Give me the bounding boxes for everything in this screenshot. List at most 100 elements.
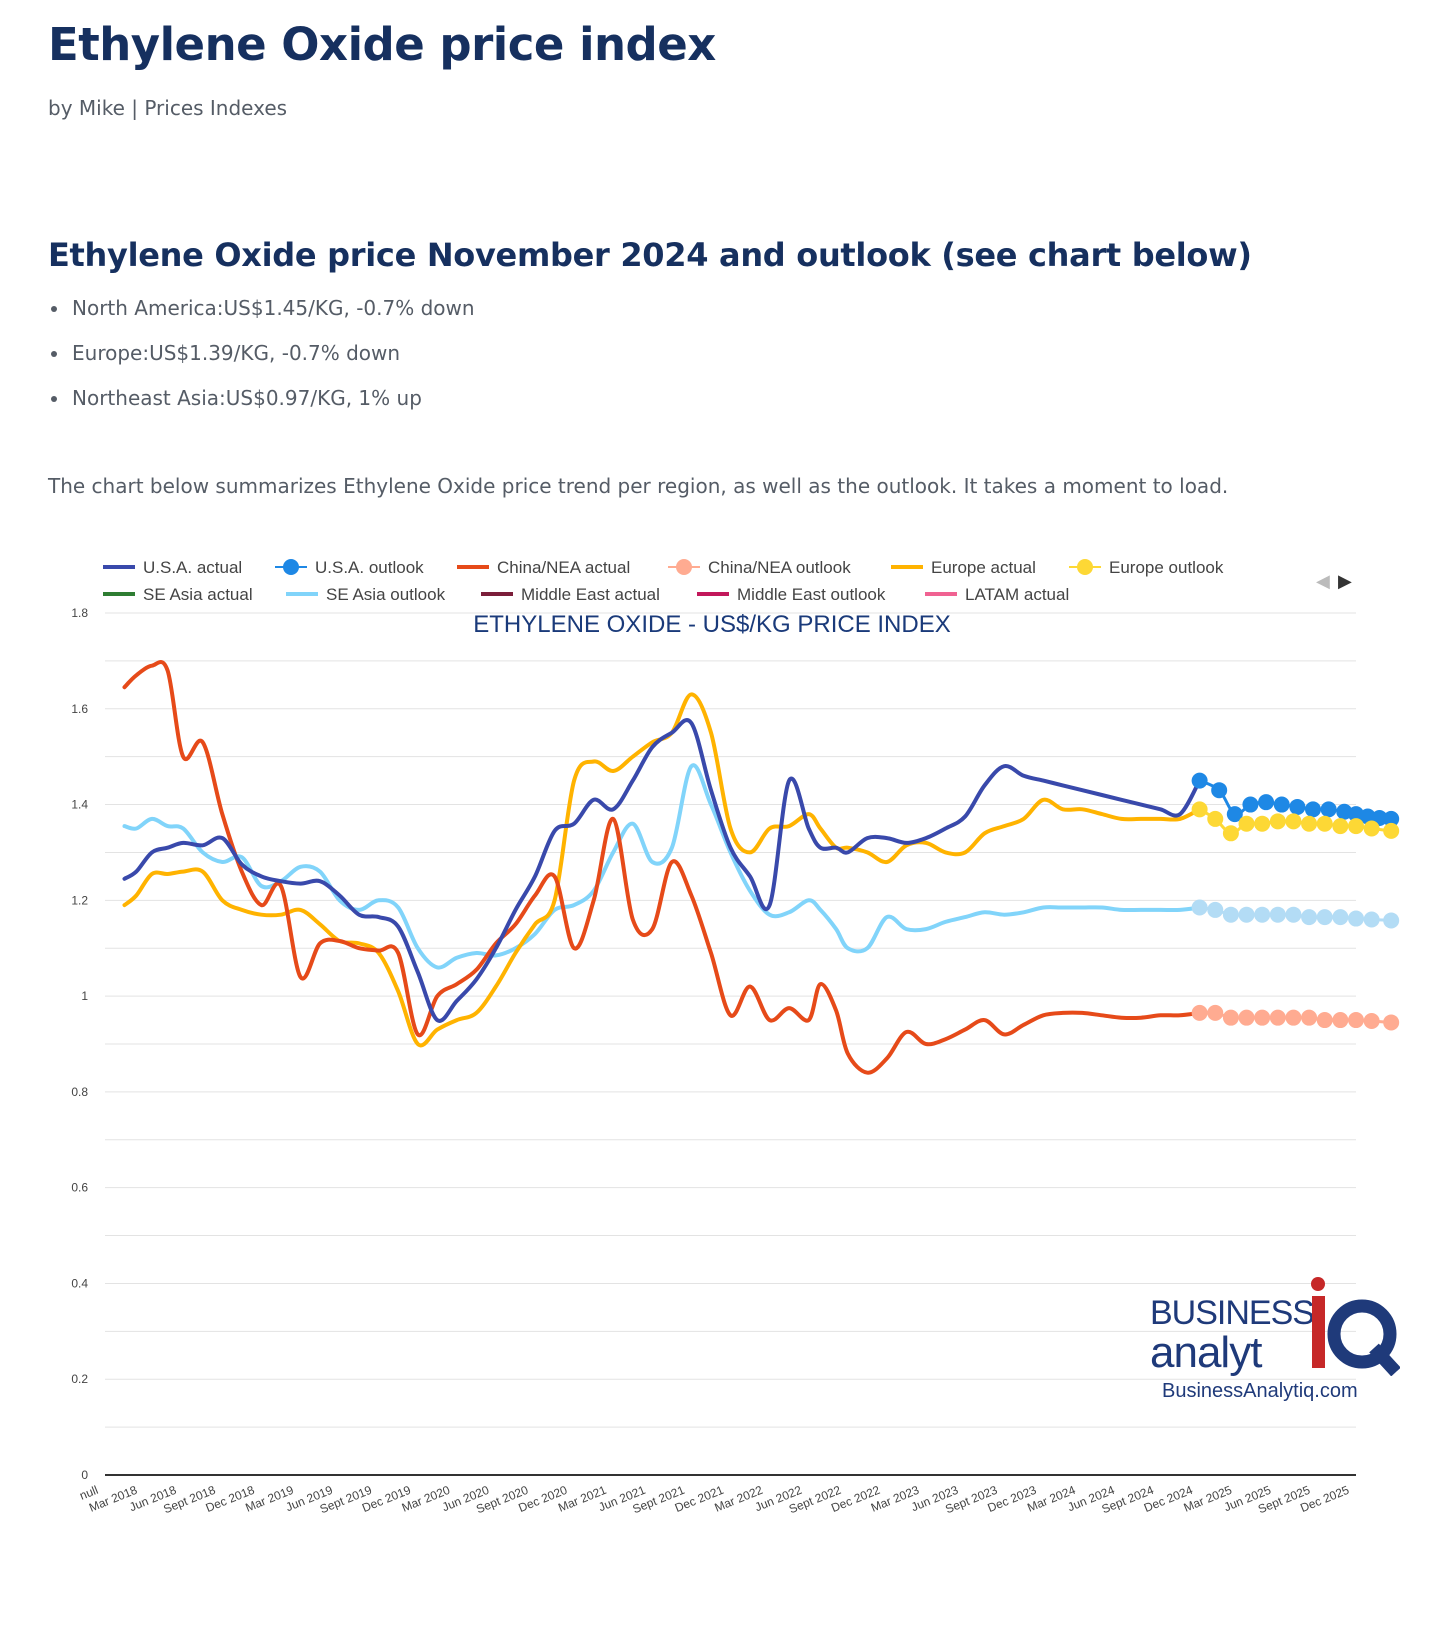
data-point xyxy=(1332,909,1349,926)
price-bullet-list: North America:US$1.45/KG, -0.7% down Eur… xyxy=(48,296,475,431)
bullet-northeast-asia: Northeast Asia:US$0.97/KG, 1% up xyxy=(48,386,475,431)
data-point xyxy=(1332,1012,1349,1029)
series-dots-se-asia-outlook-dots xyxy=(1191,899,1400,929)
legend-prev-icon[interactable]: ◀ xyxy=(1316,571,1330,592)
y-tick-label: 1.8 xyxy=(71,606,88,620)
data-point xyxy=(1363,820,1380,837)
data-point xyxy=(1320,801,1337,818)
legend-dot xyxy=(1077,559,1093,575)
data-point xyxy=(1207,810,1224,827)
data-point xyxy=(1285,1009,1302,1026)
data-point xyxy=(1207,901,1224,918)
logo-url[interactable]: BusinessAnalytiq.com xyxy=(1162,1380,1358,1402)
data-point xyxy=(1383,912,1400,929)
data-point xyxy=(1348,1012,1364,1029)
legend-item-u-s-a-outlook: U.S.A. outlook xyxy=(275,558,424,577)
data-point xyxy=(1301,815,1318,832)
section-heading: Ethylene Oxide price November 2024 and o… xyxy=(48,236,1252,274)
y-tick-label: 1.6 xyxy=(71,702,88,716)
legend-dot xyxy=(283,559,299,575)
y-tick-label: 1 xyxy=(81,989,88,1003)
chart-summary: The chart below summarizes Ethylene Oxid… xyxy=(48,474,1229,498)
legend-label: SE Asia actual xyxy=(143,585,253,604)
data-point xyxy=(1222,825,1239,842)
legend-label: China/NEA actual xyxy=(497,558,630,577)
legend-label: Europe actual xyxy=(931,558,1036,577)
data-point xyxy=(1238,906,1255,923)
data-point xyxy=(1191,1004,1208,1021)
data-point xyxy=(1254,815,1271,832)
y-tick-label: 0.4 xyxy=(71,1276,88,1290)
legend-label: LATAM actual xyxy=(965,585,1069,604)
legend-label: U.S.A. actual xyxy=(143,558,242,577)
legend-item-middle-east-actual: Middle East actual xyxy=(481,585,660,604)
byline[interactable]: by Mike | Prices Indexes xyxy=(48,96,288,120)
logo-analyt-text: analyt xyxy=(1150,1328,1262,1377)
y-tick-label: 0 xyxy=(81,1468,88,1482)
logo-iq-mark xyxy=(1311,1277,1400,1376)
data-point xyxy=(1301,909,1318,926)
series-line-u-s-a-actual xyxy=(122,718,1202,1023)
y-tick-label: 1.2 xyxy=(71,893,88,907)
legend-item-china-nea-actual: China/NEA actual xyxy=(457,558,630,577)
series-line-china-nea-actual xyxy=(122,660,1202,1075)
data-point xyxy=(1269,813,1286,830)
y-tick-label: 1.4 xyxy=(71,798,88,812)
data-point xyxy=(1242,796,1259,813)
y-axis-labels: 0 0.2 0.4 0.6 0.8 1 1.2 1.4 1.6 1.8 xyxy=(71,606,88,1482)
data-point xyxy=(1304,801,1321,818)
series-line-europe-actual xyxy=(122,692,1202,1048)
data-point xyxy=(1383,810,1400,827)
series-dots-europe-outlook xyxy=(1191,801,1400,842)
bullet-north-america: North America:US$1.45/KG, -0.7% down xyxy=(48,296,475,341)
data-point xyxy=(1316,909,1333,926)
legend-item-europe-outlook: Europe outlook xyxy=(1069,558,1224,577)
data-point xyxy=(1269,1009,1286,1026)
y-tick-label: 0.6 xyxy=(71,1181,88,1195)
data-point xyxy=(1383,822,1400,839)
data-point xyxy=(1191,801,1208,818)
page-title: Ethylene Oxide price index xyxy=(48,18,716,71)
data-point xyxy=(1316,1012,1333,1029)
data-point xyxy=(1301,1009,1318,1026)
data-point xyxy=(1363,1013,1380,1030)
data-point xyxy=(1348,818,1364,835)
data-point xyxy=(1211,782,1228,799)
legend-label: China/NEA outlook xyxy=(708,558,851,577)
y-tick-label: 0.2 xyxy=(71,1372,88,1386)
legend-item-europe-actual: Europe actual xyxy=(891,558,1036,577)
chart-title: ETHYLENE OXIDE - US$/KG PRICE INDEX xyxy=(473,611,950,638)
data-point xyxy=(1383,1014,1400,1031)
data-point xyxy=(1332,818,1349,835)
data-point xyxy=(1226,806,1243,823)
legend-label: U.S.A. outlook xyxy=(315,558,424,577)
data-point xyxy=(1254,906,1271,923)
x-tick-label: null xyxy=(78,1483,101,1503)
legend-dot xyxy=(676,559,692,575)
data-point xyxy=(1363,911,1380,928)
data-point xyxy=(1348,910,1364,927)
legend-item-latam-actual: LATAM actual xyxy=(925,585,1069,604)
legend-item-china-nea-outlook: China/NEA outlook xyxy=(668,558,851,577)
legend-label: Europe outlook xyxy=(1109,558,1224,577)
data-point xyxy=(1238,815,1255,832)
data-point xyxy=(1273,796,1290,813)
logo-business-text: BUSINESS xyxy=(1150,1294,1315,1332)
data-point xyxy=(1222,906,1239,923)
data-point xyxy=(1285,813,1302,830)
legend-next-icon[interactable]: ▶ xyxy=(1338,571,1352,592)
legend-item-se-asia-outlook: SE Asia outlook xyxy=(286,585,446,604)
legend-label: Middle East outlook xyxy=(737,585,886,604)
data-point xyxy=(1207,1004,1224,1021)
data-point xyxy=(1285,906,1302,923)
legend-label: SE Asia outlook xyxy=(326,585,446,604)
data-point xyxy=(1269,906,1286,923)
series-dots-u-s-a-outlook xyxy=(1191,772,1400,827)
legend-item-middle-east-outlook: Middle East outlook xyxy=(697,585,886,604)
data-point xyxy=(1316,815,1333,832)
legend-item-se-asia-actual: SE Asia actual xyxy=(103,585,253,604)
data-point xyxy=(1254,1009,1271,1026)
data-point xyxy=(1289,798,1306,815)
